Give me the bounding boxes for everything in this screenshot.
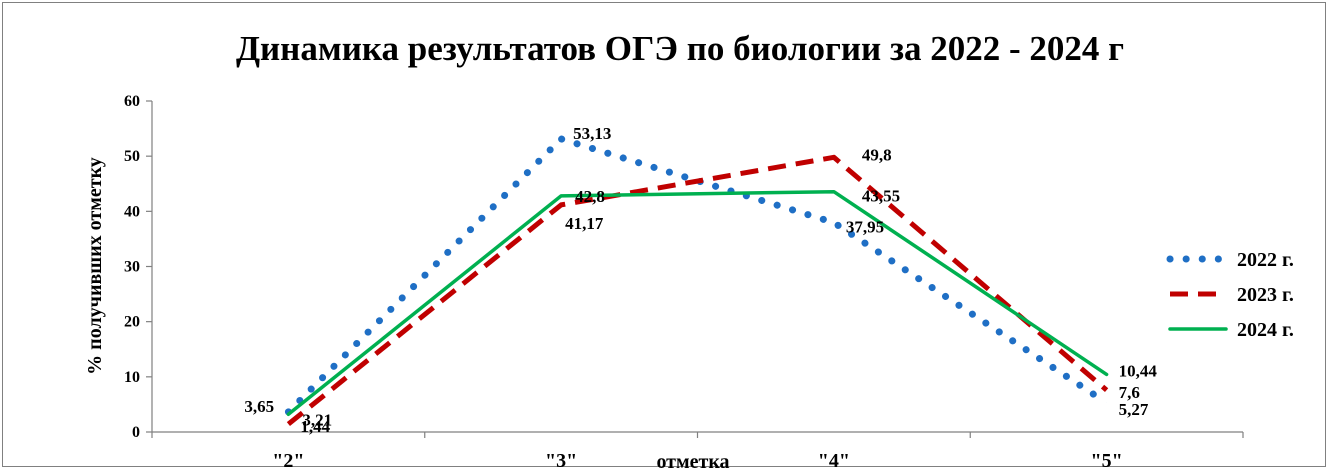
x-tick-label: "5" [1091, 450, 1123, 469]
chart-title: Динамика результатов ОГЭ по биологии за … [236, 29, 1124, 68]
data-label: 43,55 [862, 187, 900, 206]
data-label: 41,17 [565, 214, 604, 233]
data-label: 42,8 [575, 187, 605, 206]
legend-label: 2023 г. [1237, 284, 1294, 306]
y-tick-label: 20 [124, 314, 140, 331]
y-axis-label: % получивших отметку [84, 157, 106, 375]
series-line-3 [286, 189, 1109, 417]
data-label: 7,6 [1119, 383, 1140, 402]
data-labels: 3,65 53,13 37,95 5,27 1,44 41,17 49,8 7,6 3,21 42… [244, 124, 1157, 436]
x-tick-label: "4" [818, 450, 850, 469]
x-axis-label: отметка [656, 451, 729, 469]
data-label: 49,8 [862, 145, 892, 164]
x-tick-label: "2" [272, 450, 304, 469]
legend: 2022 г. 2023 г. 2024 г. [1166, 249, 1294, 341]
data-label: 1,44 [300, 417, 330, 436]
axes: 0 10 20 30 40 50 60 "2" "3" "4" "5" [124, 93, 1244, 469]
data-label: 3,65 [244, 397, 274, 416]
x-tick-label: "3" [545, 450, 577, 469]
y-tick-label: 0 [132, 424, 140, 441]
y-tick-label: 10 [124, 369, 140, 386]
data-label: 53,13 [573, 124, 611, 143]
legend-label: 2022 г. [1237, 249, 1294, 271]
series-line-2 [286, 154, 1109, 427]
y-tick-label: 50 [124, 148, 140, 165]
legend-label: 2024 г. [1237, 319, 1294, 341]
data-label: 10,44 [1119, 361, 1158, 380]
y-tick-label: 40 [124, 203, 140, 220]
series-layer [284, 135, 1111, 427]
y-tick-label: 30 [124, 259, 140, 276]
data-label: 37,95 [846, 218, 884, 237]
data-label: 3,21 [302, 410, 332, 429]
data-label: 5,27 [1119, 400, 1149, 419]
y-tick-label: 60 [124, 93, 140, 110]
